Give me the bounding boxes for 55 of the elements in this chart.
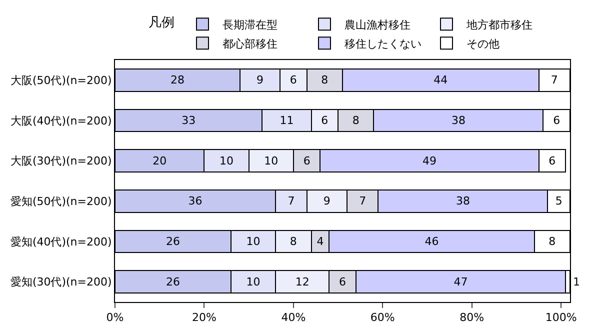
data-label: 38 xyxy=(451,114,466,127)
y-tick-label: 愛知(40代)(n=200) xyxy=(10,235,112,248)
data-label: 1 xyxy=(573,275,580,288)
data-label: 6 xyxy=(548,154,556,168)
data-label: 10 xyxy=(246,235,260,248)
data-label: 6 xyxy=(321,114,328,127)
data-label: 47 xyxy=(454,275,468,288)
data-label: 6 xyxy=(303,154,310,168)
data-label: 5 xyxy=(555,194,562,208)
x-tick-label: 60% xyxy=(370,311,395,324)
data-label: 26 xyxy=(166,275,180,288)
x-tick-label: 0% xyxy=(106,311,124,324)
data-label: 33 xyxy=(182,114,196,127)
data-label: 26 xyxy=(166,235,180,248)
data-label: 46 xyxy=(424,235,439,248)
data-label: 9 xyxy=(323,194,330,208)
data-label: 8 xyxy=(352,114,360,127)
data-label: 8 xyxy=(321,74,328,87)
data-label: 28 xyxy=(170,74,184,87)
data-label: 12 xyxy=(295,275,310,288)
legend-label: 長期滞在型 xyxy=(222,18,278,32)
legend-label: 地方都市移住 xyxy=(466,18,532,32)
data-label: 11 xyxy=(280,114,294,127)
data-label: 36 xyxy=(188,194,202,208)
legend-label: 農山漁村移住 xyxy=(344,18,410,32)
data-label: 7 xyxy=(288,194,295,208)
x-tick-label: 40% xyxy=(281,311,306,324)
y-tick-label: 大阪(50代)(n=200) xyxy=(10,74,112,88)
data-label: 44 xyxy=(434,74,448,87)
data-label: 6 xyxy=(290,74,297,87)
data-label: 8 xyxy=(548,235,556,248)
data-label: 10 xyxy=(220,154,234,168)
data-label: 49 xyxy=(422,154,436,168)
data-label: 9 xyxy=(256,74,264,87)
data-label: 7 xyxy=(550,74,558,87)
y-tick-label: 大阪(30代)(n=200) xyxy=(10,154,112,168)
data-label: 7 xyxy=(359,194,366,208)
legend-label: 移住したくない xyxy=(344,37,422,50)
data-label: 38 xyxy=(456,194,470,208)
legend-title: 凡例 xyxy=(148,15,174,30)
data-label: 8 xyxy=(290,235,297,248)
x-tick-label: 80% xyxy=(460,311,484,324)
legend-label: その他 xyxy=(466,37,500,50)
x-tick-label: 100% xyxy=(545,311,577,324)
data-label: 6 xyxy=(339,275,346,288)
data-label: 20 xyxy=(152,154,167,168)
data-label: 10 xyxy=(264,154,278,168)
x-tick-label: 20% xyxy=(192,311,216,324)
data-label: 10 xyxy=(246,275,260,288)
legend-label: 都心部移住 xyxy=(222,37,278,50)
y-tick-label: 愛知(50代)(n=200) xyxy=(10,195,112,208)
y-tick-label: 愛知(30代)(n=200) xyxy=(10,276,112,289)
data-label: 4 xyxy=(316,235,324,248)
y-tick-label: 大阪(40代)(n=200) xyxy=(10,114,112,128)
data-label: 6 xyxy=(553,114,560,127)
